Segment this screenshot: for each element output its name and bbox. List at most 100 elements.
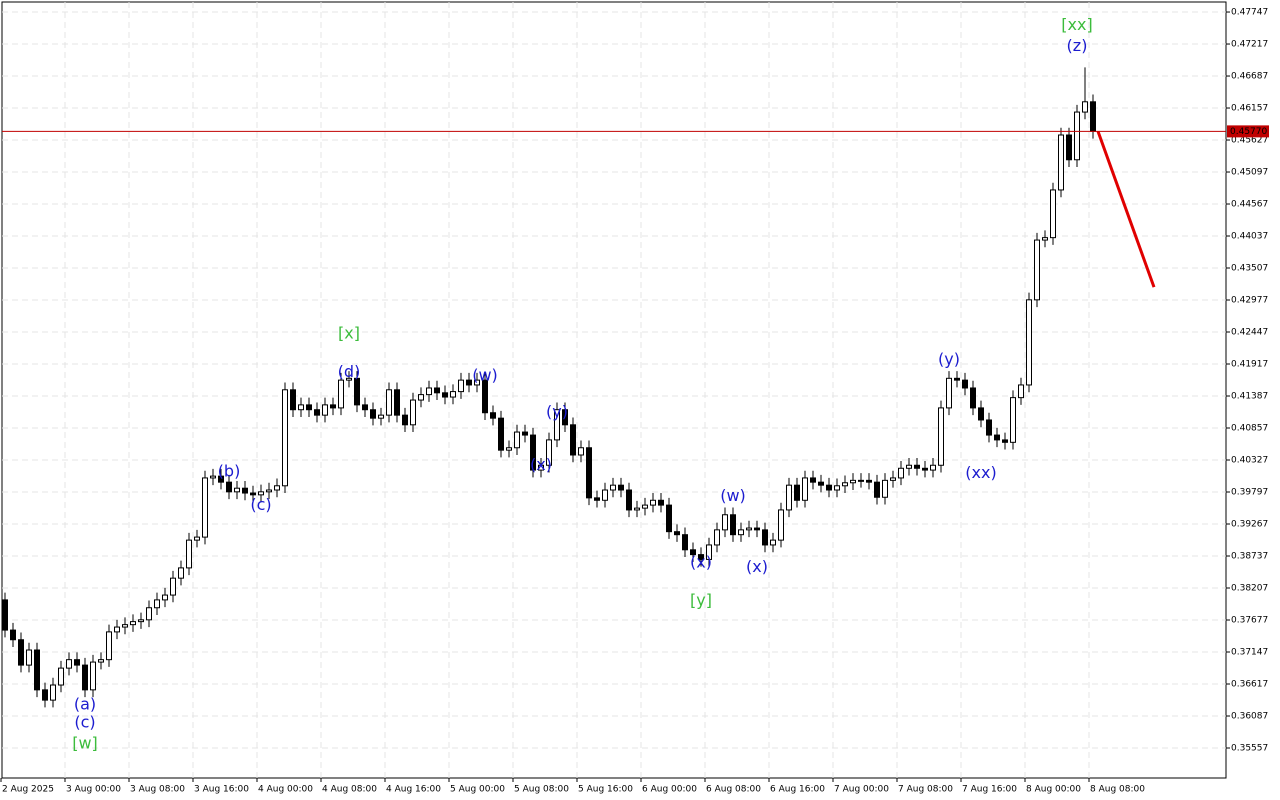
candle-body	[290, 389, 296, 411]
x-tick-label: 8 Aug 08:00	[1090, 785, 1145, 795]
candle-body	[898, 467, 904, 479]
candle-body	[914, 464, 920, 469]
candle-body	[322, 404, 328, 416]
y-tick-label: 0.40857	[1231, 424, 1268, 434]
x-tick-label: 4 Aug 16:00	[386, 785, 441, 795]
candle-body	[410, 399, 416, 426]
candle-body	[634, 507, 640, 511]
candle-body	[466, 379, 472, 386]
candle-body	[74, 659, 80, 666]
candle-body	[458, 379, 464, 393]
candle-body	[946, 377, 952, 409]
candle-body	[658, 499, 664, 506]
candle-body	[1090, 101, 1096, 132]
candle-body	[114, 626, 120, 633]
candle-body	[602, 489, 608, 501]
wave-label: [x]	[338, 324, 360, 343]
wave-label: (x)	[746, 557, 768, 576]
x-tick-label: 6 Aug 08:00	[706, 785, 761, 795]
candle-body	[882, 479, 888, 498]
candle-body	[258, 491, 264, 496]
candle-body	[562, 409, 568, 426]
candle-body	[50, 684, 56, 701]
candle-body	[994, 434, 1000, 441]
candle-body	[186, 539, 192, 569]
candle-body	[138, 619, 144, 623]
candle-body	[418, 394, 424, 401]
candle-body	[482, 379, 488, 414]
candle-body	[986, 419, 992, 436]
candle-body	[362, 404, 368, 411]
candle-body	[194, 536, 200, 541]
x-tick-label: 3 Aug 00:00	[66, 785, 121, 795]
candle-body	[754, 527, 760, 531]
candle-body	[82, 664, 88, 691]
wave-label: (y)	[938, 350, 960, 369]
candle-body	[522, 431, 528, 436]
candle-body	[730, 514, 736, 536]
candle-body	[642, 504, 648, 509]
candle-body	[266, 489, 272, 493]
candle-body	[962, 379, 968, 389]
candle-body	[866, 479, 872, 483]
y-tick-label: 0.46687	[1231, 72, 1268, 82]
y-tick-label: 0.38207	[1231, 583, 1268, 593]
candle-body	[338, 379, 344, 409]
x-tick-label: 5 Aug 16:00	[578, 785, 633, 795]
y-tick-label: 0.38737	[1231, 552, 1268, 562]
candle-body	[354, 377, 360, 406]
candle-body	[1034, 239, 1040, 301]
candle-body	[1026, 299, 1032, 386]
candle-body	[490, 412, 496, 419]
candle-body	[34, 649, 40, 691]
candle-body	[234, 487, 240, 493]
wave-label: (b)	[218, 461, 241, 480]
candle-body	[474, 379, 480, 386]
wave-label: (x)	[530, 455, 552, 474]
y-tick-label: 0.36087	[1231, 711, 1268, 721]
candle-body	[330, 404, 336, 409]
y-tick-label: 0.46157	[1231, 104, 1268, 114]
y-tick-label: 0.43507	[1231, 264, 1268, 274]
y-tick-label: 0.45097	[1231, 168, 1268, 178]
x-tick-label: 4 Aug 00:00	[258, 785, 313, 795]
candle-body	[650, 499, 656, 506]
current-price-label: 0.45770	[1230, 127, 1267, 137]
x-tick-label: 7 Aug 16:00	[962, 785, 1017, 795]
wave-label: (c)	[250, 495, 271, 514]
candle-body	[922, 467, 928, 471]
candle-body	[26, 649, 32, 666]
candle-body	[370, 409, 376, 419]
wave-label: [xx]	[1061, 15, 1092, 34]
candle-body	[906, 464, 912, 469]
candle-body	[386, 389, 392, 416]
candle-body	[1082, 101, 1088, 113]
y-tick-label: 0.47217	[1231, 40, 1268, 50]
wave-label: (x)	[690, 553, 712, 572]
candle-body	[762, 529, 768, 546]
candle-body	[122, 624, 128, 628]
candle-body	[546, 439, 552, 466]
candle-body	[826, 484, 832, 491]
candle-body	[818, 481, 824, 486]
candle-body	[802, 477, 808, 501]
candle-body	[1066, 134, 1072, 161]
candle-body	[1042, 237, 1048, 241]
wave-label: (w)	[720, 486, 746, 505]
y-tick-label: 0.39267	[1231, 520, 1268, 530]
x-tick-label: 2 Aug 2025	[2, 785, 54, 795]
plot-frame	[1, 1, 1227, 779]
candle-body	[770, 539, 776, 546]
y-tick-label: 0.44037	[1231, 232, 1268, 242]
candle-body	[626, 489, 632, 511]
candle-body	[954, 377, 960, 381]
candle-body	[970, 387, 976, 409]
y-tick-label: 0.42447	[1231, 328, 1268, 338]
candle-body	[394, 389, 400, 416]
candle-body	[610, 484, 616, 491]
candle-body	[690, 549, 696, 556]
candle-body	[90, 661, 96, 691]
candle-body	[226, 481, 232, 493]
candle-body	[378, 414, 384, 419]
